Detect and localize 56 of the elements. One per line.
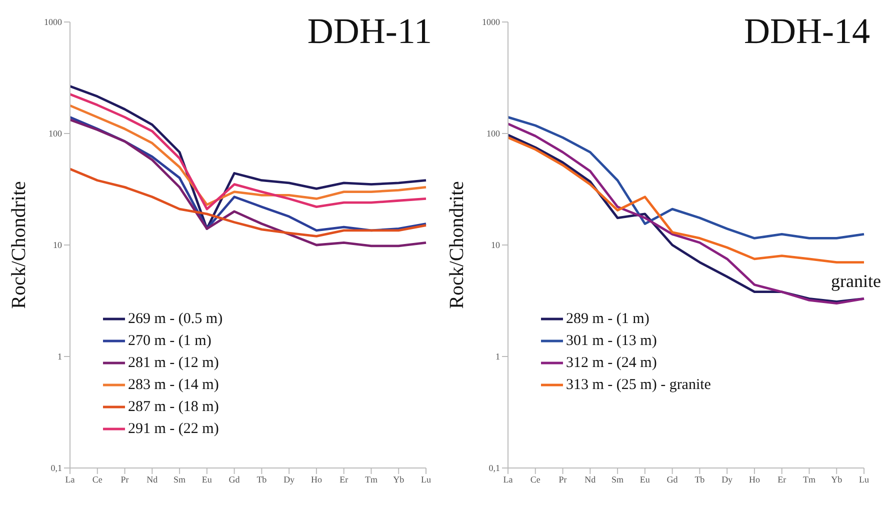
- x-tick-label: Ho: [310, 474, 322, 484]
- x-tick-label: Gd: [666, 474, 678, 484]
- x-tick-label: Pr: [120, 474, 129, 484]
- x-tick-label: Tm: [802, 474, 816, 484]
- x-tick-label: Tb: [694, 474, 706, 484]
- line-series: [506, 136, 866, 264]
- x-tick-label: Gd: [228, 474, 240, 484]
- y-tick-label: 1: [58, 352, 62, 362]
- x-tick-label: Ho: [748, 474, 760, 484]
- legend-label: 312 m - (24 m): [566, 354, 657, 373]
- legend-label: 287 m - (18 m): [128, 398, 219, 417]
- y-tick-label: 1: [496, 352, 500, 362]
- x-tick-label: Ce: [530, 474, 540, 484]
- x-tick-label: La: [65, 474, 75, 484]
- legend-label: 269 m - (0.5 m): [128, 310, 223, 329]
- x-tick-label: La: [503, 474, 513, 484]
- legend-label: 283 m - (14 m): [128, 376, 219, 395]
- y-tick-label: 10: [53, 240, 62, 250]
- chart-title: DDH-11: [307, 10, 432, 52]
- x-tick-label: Tb: [256, 474, 268, 484]
- y-tick-label: 0,1: [50, 463, 62, 474]
- y-axis-title: Rock/Chondrite: [446, 180, 468, 309]
- legend-label: 281 m - (12 m): [128, 354, 219, 373]
- x-tick-label: Er: [340, 474, 348, 484]
- y-axis-title: Rock/Chondrite: [8, 180, 30, 309]
- line-series: [68, 168, 428, 238]
- legend-label: 313 m - (25 m) - granite: [566, 376, 711, 395]
- x-tick-label: Eu: [640, 474, 650, 484]
- legend-label: 289 m - (1 m): [566, 310, 650, 329]
- y-tick-label: 10: [491, 240, 500, 250]
- legend-label: 270 m - (1 m): [128, 332, 212, 351]
- y-tick-label: 100: [48, 128, 62, 139]
- x-tick-label: Ce: [92, 474, 102, 484]
- x-tick-label: Dy: [284, 474, 296, 484]
- y-tick-label: 0,1: [488, 463, 500, 474]
- x-tick-label: Lu: [421, 474, 432, 484]
- x-tick-label: Nd: [584, 474, 596, 484]
- x-tick-label: Sm: [174, 474, 186, 484]
- y-tick-label: 100: [486, 128, 500, 139]
- x-tick-label: Lu: [859, 474, 870, 484]
- x-tick-label: Pr: [558, 474, 567, 484]
- y-tick-label: 1000: [482, 17, 500, 28]
- x-tick-label: Sm: [612, 474, 624, 484]
- legend-label: 291 m - (22 m): [128, 420, 219, 439]
- line-series: [506, 116, 866, 240]
- x-tick-label: Nd: [146, 474, 158, 484]
- x-tick-label: Er: [778, 474, 786, 484]
- y-tick-label: 1000: [44, 17, 62, 28]
- x-tick-label: Eu: [202, 474, 212, 484]
- x-tick-label: Tm: [364, 474, 378, 484]
- chart-title: DDH-14: [744, 10, 870, 52]
- annotation: granite: [831, 271, 881, 292]
- x-tick-label: Dy: [722, 474, 734, 484]
- x-tick-label: Yb: [831, 474, 843, 484]
- legend-label: 301 m - (13 m): [566, 332, 657, 351]
- x-tick-label: Yb: [393, 474, 405, 484]
